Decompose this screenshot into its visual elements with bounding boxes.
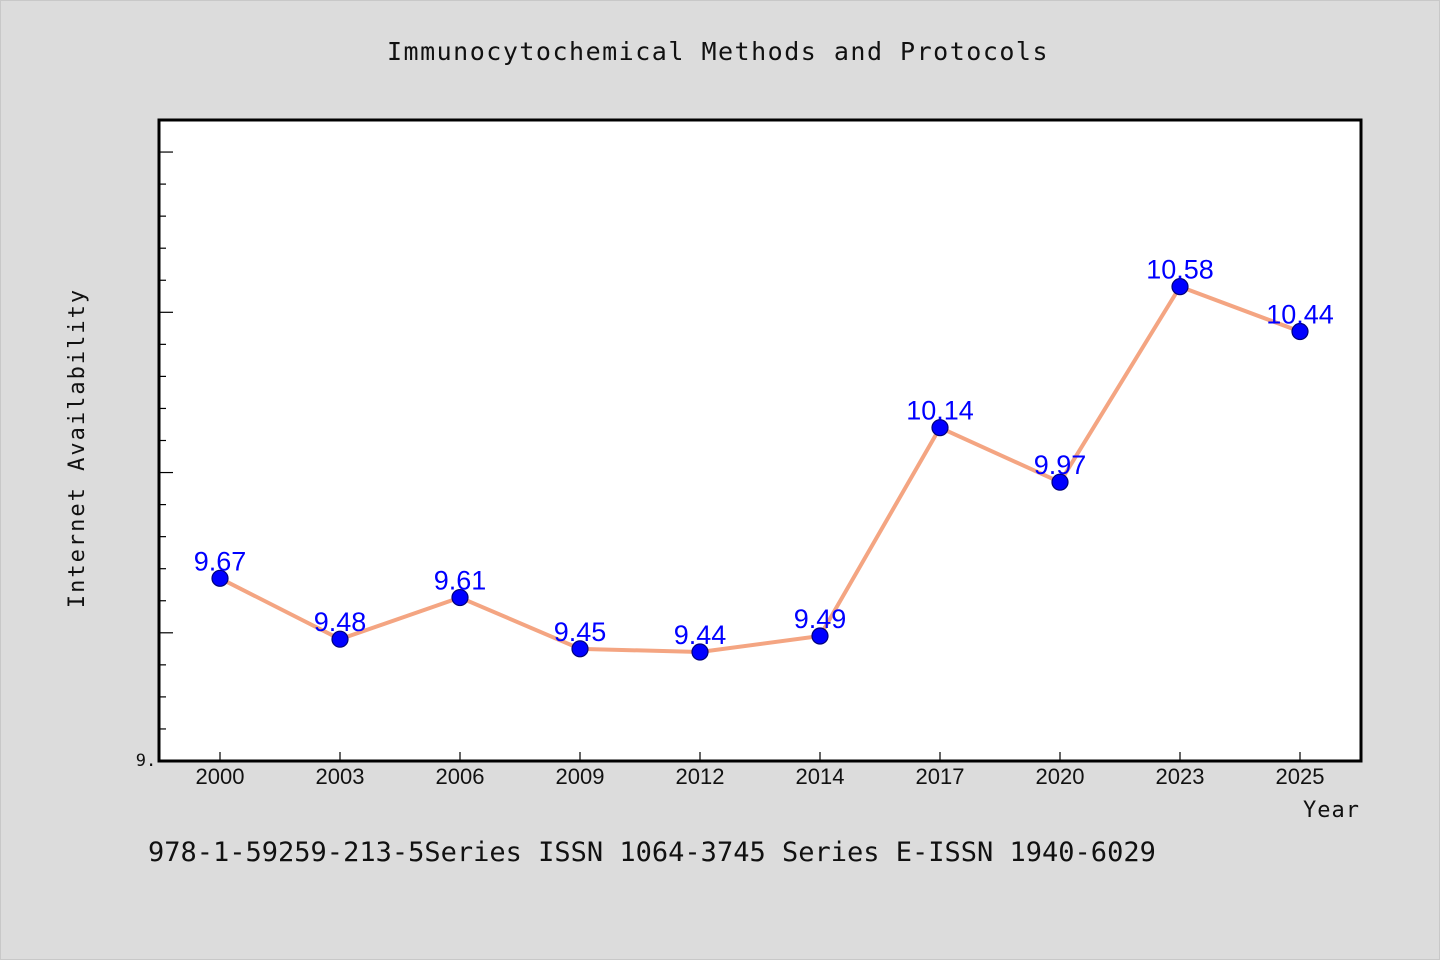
footer-text: 978-1-59259-213-5Series ISSN 1064-3745 S… (148, 837, 1156, 868)
x-tick-label: 2014 (796, 764, 845, 789)
y-tick-label: 9. (136, 751, 156, 771)
x-tick-label: 2000 (196, 764, 245, 789)
data-label: 9.49 (794, 604, 847, 634)
chart-title: Immunocytochemical Methods and Protocols (387, 37, 1049, 66)
x-axis-label: Year (1303, 798, 1360, 823)
data-label: 9.97 (1034, 450, 1087, 480)
x-tick-label: 2020 (1036, 764, 1085, 789)
x-tick-label: 2017 (916, 764, 965, 789)
data-label: 9.48 (314, 607, 367, 637)
x-tick-label: 2006 (436, 764, 485, 789)
x-tick-label: 2025 (1276, 764, 1325, 789)
x-tick-label: 2023 (1156, 764, 1205, 789)
data-label: 9.67 (194, 546, 247, 576)
x-tick-label: 2003 (316, 764, 365, 789)
data-label: 10.58 (1146, 255, 1214, 285)
plot-area (159, 120, 1361, 761)
data-label: 9.61 (434, 566, 487, 596)
data-label: 9.44 (674, 620, 727, 650)
y-axis-label: Internet Availability (65, 288, 90, 608)
x-tick-label: 2012 (676, 764, 725, 789)
data-label: 9.45 (554, 617, 607, 647)
data-label: 10.44 (1266, 300, 1334, 330)
line-chart: Immunocytochemical Methods and Protocols… (0, 0, 1440, 960)
x-tick-label: 2009 (556, 764, 605, 789)
data-label: 10.14 (906, 396, 974, 426)
